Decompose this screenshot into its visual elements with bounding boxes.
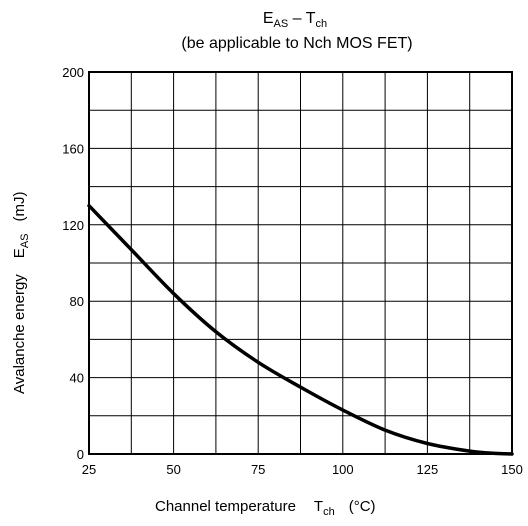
x-tick-label: 25 bbox=[82, 462, 96, 477]
y-axis-label: Avalanche energyEAS(mJ) bbox=[11, 191, 31, 394]
y-tick-label: 120 bbox=[62, 218, 84, 233]
x-tick-label: 150 bbox=[501, 462, 523, 477]
x-axis-label: Channel temperature Tch (°C) bbox=[155, 498, 376, 518]
y-tick-label: 0 bbox=[77, 447, 84, 462]
y-tick-label: 80 bbox=[70, 294, 84, 309]
tick-labels: 25 50 75 100 125 150 0 40 80 120 160 200 bbox=[62, 65, 523, 477]
y-tick-label: 160 bbox=[62, 141, 84, 156]
grid bbox=[89, 72, 512, 454]
plot-frame bbox=[88, 71, 513, 455]
x-tick-label: 75 bbox=[251, 462, 265, 477]
chart-subtitle: (be applicable to Nch MOS FET) bbox=[181, 35, 412, 52]
x-tick-label: 50 bbox=[166, 462, 180, 477]
y-tick-label: 200 bbox=[62, 65, 84, 80]
chart-title: EAS – Tch bbox=[263, 10, 327, 30]
series-group bbox=[87, 203, 514, 456]
x-tick-label: 100 bbox=[332, 462, 354, 477]
x-tick-label: 125 bbox=[417, 462, 439, 477]
y-tick-label: 40 bbox=[70, 371, 84, 386]
series-line bbox=[87, 203, 514, 456]
